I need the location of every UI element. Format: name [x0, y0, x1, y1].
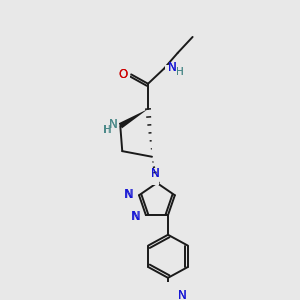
Text: H: H [176, 67, 184, 76]
Text: N: N [151, 167, 159, 180]
Text: O: O [118, 68, 127, 81]
FancyBboxPatch shape [127, 191, 136, 200]
Text: N: N [109, 118, 117, 131]
FancyBboxPatch shape [134, 212, 142, 220]
Text: N: N [109, 118, 117, 131]
Text: H: H [176, 67, 184, 76]
Text: N: N [124, 188, 133, 201]
Text: N: N [168, 61, 177, 74]
Text: N: N [125, 188, 134, 201]
Text: H: H [103, 124, 111, 135]
FancyBboxPatch shape [176, 298, 185, 300]
Text: O: O [118, 68, 127, 81]
Text: N: N [178, 289, 187, 300]
Text: H: H [103, 124, 110, 135]
Text: N: N [131, 210, 140, 223]
Text: N: N [151, 167, 159, 180]
FancyBboxPatch shape [120, 70, 130, 79]
Text: N: N [168, 61, 177, 74]
Text: N: N [132, 210, 141, 223]
FancyBboxPatch shape [105, 122, 119, 130]
Polygon shape [118, 109, 148, 128]
FancyBboxPatch shape [151, 177, 159, 185]
Text: N: N [178, 289, 187, 300]
FancyBboxPatch shape [165, 64, 179, 73]
